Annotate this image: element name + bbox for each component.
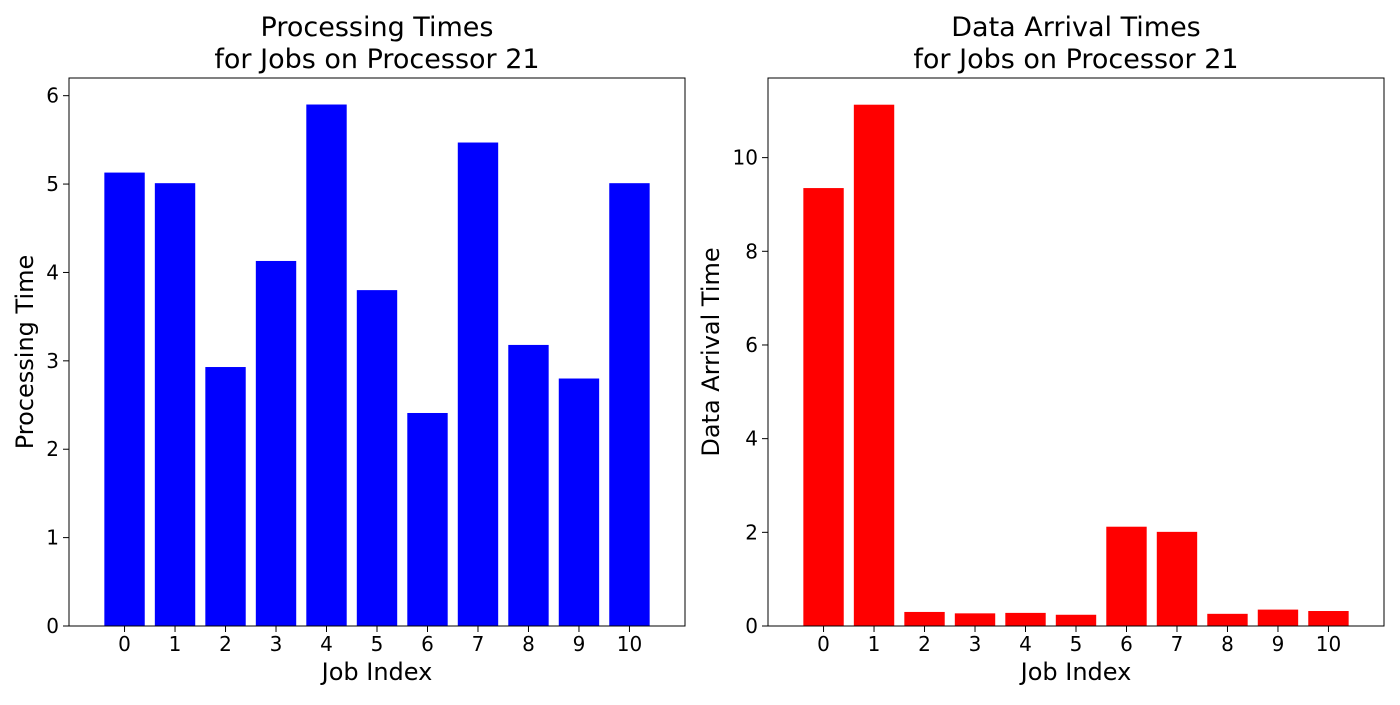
- chart-1-bar-7: [457, 142, 499, 626]
- chart-2-bar-2: [904, 611, 945, 626]
- chart-1-ytick-label-0: 0: [46, 614, 59, 638]
- chart-2-title-line-1: Data Arrival Times: [951, 12, 1201, 43]
- chart-1-xtick-label-6: 6: [421, 632, 434, 656]
- chart-1-xtick-label-3: 3: [270, 632, 283, 656]
- chart-1-xtick-label-5: 5: [371, 632, 384, 656]
- chart-1-xtick-label-9: 9: [573, 632, 586, 656]
- chart-1-bar-4: [306, 104, 347, 627]
- chart-2-bar-7: [1156, 531, 1198, 626]
- chart-2-xtick-label-8: 8: [1221, 632, 1234, 656]
- chart-1-bar-0: [104, 172, 145, 626]
- chart-2-xtick-label-2: 2: [918, 632, 931, 656]
- chart-1-ytick-label-3: 3: [46, 349, 59, 373]
- chart-2-xtick-label-3: 3: [969, 632, 982, 656]
- chart-2-bar-1: [853, 104, 895, 626]
- chart-1-title-line-1: Processing Times: [261, 12, 494, 43]
- chart-1-ytick-label-2: 2: [46, 437, 59, 461]
- chart-2-y-axis-label: Data Arrival Time: [697, 247, 725, 456]
- chart-2-xtick-label-9: 9: [1272, 632, 1285, 656]
- chart-1-ytick-label-6: 6: [46, 84, 59, 108]
- chart-1-xtick-label-10: 10: [617, 632, 642, 656]
- chart-1-y-axis-label: Processing Time: [11, 255, 39, 450]
- chart-1-bar-5: [356, 290, 398, 626]
- chart-2-ytick-label-6: 6: [745, 333, 758, 357]
- chart-2-ytick-label-10: 10: [733, 146, 758, 170]
- chart-1-bar-6: [407, 412, 448, 626]
- chart-2-xtick-label-10: 10: [1316, 632, 1341, 656]
- chart-2-xtick-label-0: 0: [817, 632, 830, 656]
- chart-2-x-axis-label: Job Index: [1019, 658, 1132, 686]
- chart-1-x-axis-label: Job Index: [320, 658, 433, 686]
- chart-2-bar-5: [1055, 614, 1097, 626]
- chart-2-xtick-label-4: 4: [1019, 632, 1032, 656]
- chart-1-xtick-label-8: 8: [522, 632, 535, 656]
- chart-2-bar-10: [1308, 611, 1349, 626]
- chart-2-ytick-label-2: 2: [745, 520, 758, 544]
- chart-2-bar-3: [954, 613, 996, 626]
- chart-1-bar-9: [558, 378, 600, 626]
- chart-2-ytick-label-0: 0: [745, 614, 758, 638]
- chart-2-bar-0: [803, 188, 844, 627]
- chart-1-xtick-label-2: 2: [219, 632, 232, 656]
- chart-2-bar-6: [1106, 526, 1147, 626]
- chart-2-bar-4: [1005, 612, 1046, 626]
- chart-1-xtick-label-4: 4: [320, 632, 333, 656]
- chart-2-xtick-label-6: 6: [1120, 632, 1133, 656]
- chart-1-ytick-label-5: 5: [46, 172, 59, 196]
- chart-2-title-line-2: for Jobs on Processor 21: [913, 44, 1238, 75]
- chart-1-ytick-label-4: 4: [46, 260, 59, 284]
- chart-2-ytick-label-4: 4: [745, 427, 758, 451]
- chart-1-bar-8: [508, 344, 549, 626]
- chart-1-bar-10: [609, 183, 650, 626]
- chart-2-bar-9: [1257, 609, 1299, 626]
- chart-2-xtick-label-1: 1: [868, 632, 881, 656]
- chart-1-bar-1: [154, 183, 196, 626]
- chart-1-title-line-2: for Jobs on Processor 21: [214, 44, 539, 75]
- chart-2-group: 0 1 2 3 4 5 6 7 8 9 10 0 2 4 6 8 10 Data Arrival Timesfor…: [697, 12, 1385, 686]
- chart-1-bar-2: [205, 367, 246, 626]
- chart-1-bar-3: [255, 260, 297, 626]
- chart-2-xtick-label-5: 5: [1070, 632, 1083, 656]
- chart-2-ytick-label-8: 8: [745, 239, 758, 263]
- chart-1-xtick-label-0: 0: [118, 632, 131, 656]
- chart-1-ytick-label-1: 1: [46, 526, 59, 550]
- chart-2-bar-8: [1207, 613, 1248, 626]
- chart-2-xtick-label-7: 7: [1171, 632, 1184, 656]
- chart-1-xtick-label-1: 1: [169, 632, 182, 656]
- chart-1-xtick-label-7: 7: [472, 632, 485, 656]
